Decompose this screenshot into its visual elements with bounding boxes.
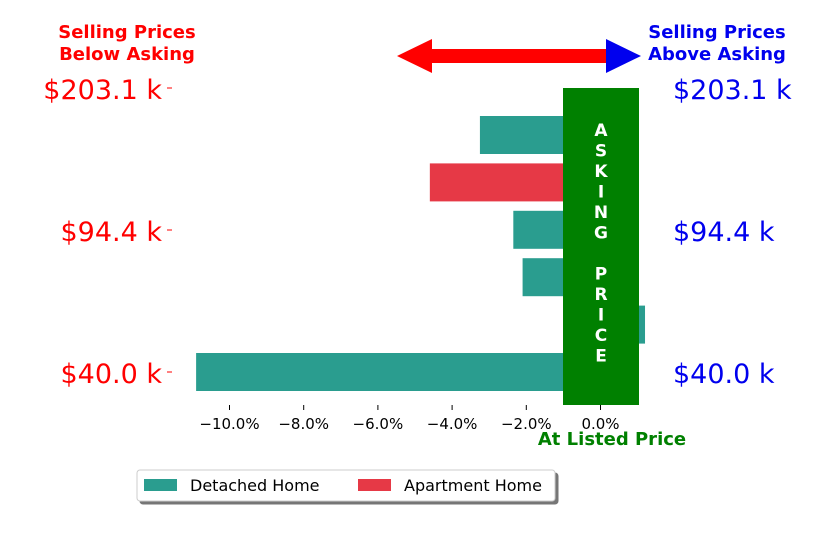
band-letter: A: [594, 121, 608, 141]
x-tick-label: −4.0%: [427, 415, 478, 433]
legend-swatch-apartment: [358, 479, 391, 491]
band-letter: G: [594, 224, 608, 244]
price-label-left: $94.4 k: [60, 217, 162, 248]
x-tick-label: −8.0%: [278, 415, 329, 433]
x-tick-label: −10.0%: [199, 415, 259, 433]
price-label-right: $40.0 k: [673, 359, 775, 390]
band-letter: E: [595, 347, 607, 367]
header-right-line1: Selling Prices: [648, 22, 785, 43]
legend-swatch-detached: [144, 479, 177, 491]
price-label-right: $94.4 k: [673, 217, 775, 248]
asking-price-band: [563, 88, 639, 405]
price-label-left: $203.1 k: [43, 75, 162, 106]
band-letter: R: [594, 285, 607, 305]
price-label-left: $40.0 k: [60, 359, 162, 390]
header-right-line2: Above Asking: [648, 44, 786, 65]
x-tick-label: −6.0%: [353, 415, 404, 433]
at-listed-price-label: At Listed Price: [538, 429, 686, 450]
legend-label-detached: Detached Home: [190, 476, 320, 495]
band-letter: S: [595, 142, 607, 162]
header-left-line2: Below Asking: [59, 44, 195, 65]
bar: [196, 353, 601, 391]
x-axis-ticks: −10.0% −8.0% −6.0% −4.0% −2.0% 0.0%: [199, 405, 620, 433]
x-tick-label: 0.0%: [581, 415, 619, 433]
band-letter: I: [598, 183, 604, 203]
price-label-right: $203.1 k: [673, 75, 792, 106]
band-letter: N: [594, 203, 608, 223]
x-tick-label: −2.0%: [501, 415, 552, 433]
band-letter: I: [598, 306, 604, 326]
legend-label-apartment: Apartment Home: [404, 476, 542, 495]
legend-box: [136, 469, 556, 502]
legend: Detached Home Apartment Home: [136, 469, 556, 502]
header-left-line1: Selling Prices: [58, 22, 195, 43]
band-letter: K: [594, 162, 608, 182]
band-letter: P: [595, 265, 607, 285]
direction-arrow-icon: [397, 39, 641, 73]
band-letter: C: [595, 326, 607, 346]
left-tick-marks: [167, 87, 172, 373]
